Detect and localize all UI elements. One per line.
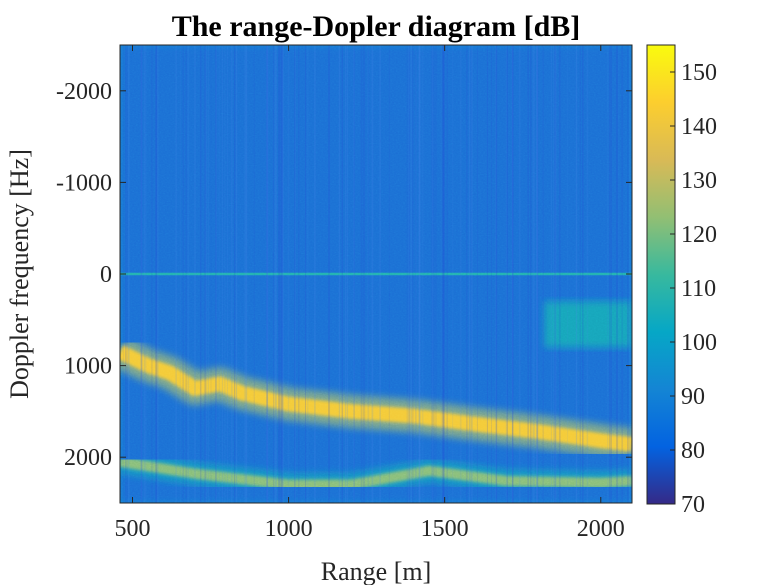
colorbar-tick-label: 130 bbox=[681, 168, 717, 194]
colorbar-tick-label: 80 bbox=[681, 438, 705, 464]
colorbar-tick-label: 110 bbox=[681, 276, 716, 302]
colorbar-ticks: 70 80 90 100 110 120 130 140 150 bbox=[670, 60, 717, 518]
colorbar-tick-label: 100 bbox=[681, 330, 717, 356]
y-tick-label: 0 bbox=[100, 262, 112, 288]
plot-area bbox=[120, 45, 632, 503]
x-tick-label: 1500 bbox=[421, 516, 469, 542]
colorbar: 70 80 90 100 110 120 130 140 150 bbox=[646, 44, 717, 518]
y-tick-label: -1000 bbox=[56, 170, 112, 196]
y-axis-label: Doppler frequency [Hz] bbox=[5, 149, 34, 399]
colorbar-tick-label: 70 bbox=[681, 492, 705, 518]
colorbar-tick-label: 150 bbox=[681, 60, 717, 86]
x-tick-label: 1000 bbox=[265, 516, 313, 542]
y-axis-ticks: -2000 -1000 0 1000 2000 bbox=[56, 79, 632, 471]
x-axis-label: Range [m] bbox=[321, 557, 431, 585]
x-tick-label: 2000 bbox=[577, 516, 625, 542]
heatmap-noise-texture bbox=[120, 45, 632, 503]
colorbar-tick-label: 140 bbox=[681, 114, 717, 140]
heatmap-vertical-stripes bbox=[123, 45, 630, 503]
y-tick-label: -2000 bbox=[56, 79, 112, 105]
axes: 500 1000 1500 2000 -2000 -1000 0 1000 2000 bbox=[56, 44, 633, 542]
chart-title: The range-Dopler diagram [dB] bbox=[172, 10, 581, 43]
y-tick-label: 1000 bbox=[64, 354, 112, 380]
x-tick-label: 500 bbox=[114, 516, 150, 542]
x-axis-ticks: 500 1000 1500 2000 bbox=[114, 45, 625, 542]
colorbar-fill bbox=[646, 44, 676, 505]
colorbar-tick-label: 120 bbox=[681, 222, 717, 248]
colorbar-tick-label: 90 bbox=[681, 384, 705, 410]
y-tick-label: 2000 bbox=[64, 445, 112, 471]
